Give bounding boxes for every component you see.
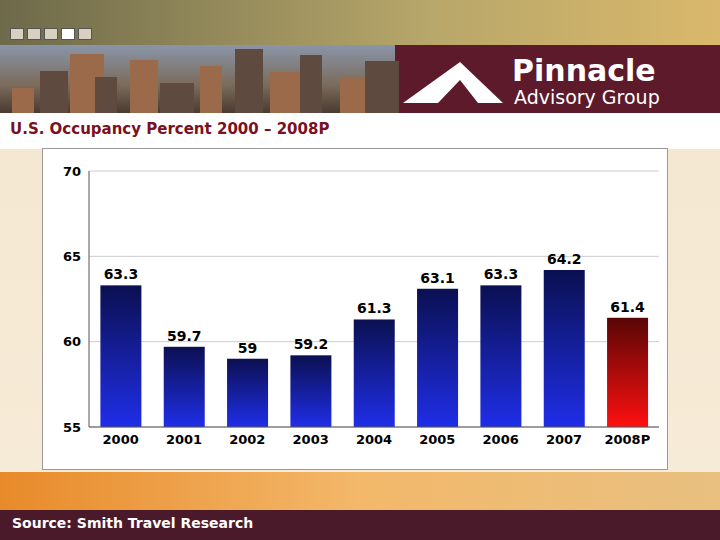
svg-text:2007: 2007 [546, 432, 582, 447]
html-text:Source: Smith Travel Research: Source: Smith Travel Research [12, 515, 254, 531]
html-text:U.S. Occupancy Percent 2000 –: U.S. Occupancy Percent 2000 – 2008P [10, 120, 330, 138]
svg-text:59.2: 59.2 [294, 336, 329, 352]
svg-text:2002: 2002 [229, 432, 265, 447]
svg-text:63.3: 63.3 [104, 266, 139, 282]
svg-text:2000: 2000 [103, 432, 139, 447]
svg-text:2005: 2005 [419, 432, 455, 447]
svg-text:59.7: 59.7 [167, 328, 202, 344]
svg-text:64.2: 64.2 [547, 251, 582, 267]
svg-text:63.1: 63.1 [420, 270, 455, 286]
svg-text:61.4: 61.4 [610, 299, 645, 315]
html-text:Pinnacle: Pinnacle [512, 53, 656, 88]
svg-text:2004: 2004 [356, 432, 392, 447]
svg-text:61.3: 61.3 [357, 300, 392, 316]
svg-text:2006: 2006 [483, 432, 519, 447]
svg-text:60: 60 [63, 334, 81, 349]
svg-text:65: 65 [63, 249, 81, 264]
svg-text:63.3: 63.3 [484, 266, 519, 282]
svg-text:70: 70 [63, 164, 81, 179]
svg-text:59: 59 [238, 340, 257, 356]
svg-text:2001: 2001 [166, 432, 202, 447]
svg-text:2003: 2003 [293, 432, 329, 447]
html-text:Advisory Group: Advisory Group [514, 86, 660, 108]
svg-text:55: 55 [63, 420, 81, 435]
svg-text:2008P: 2008P [604, 432, 650, 447]
